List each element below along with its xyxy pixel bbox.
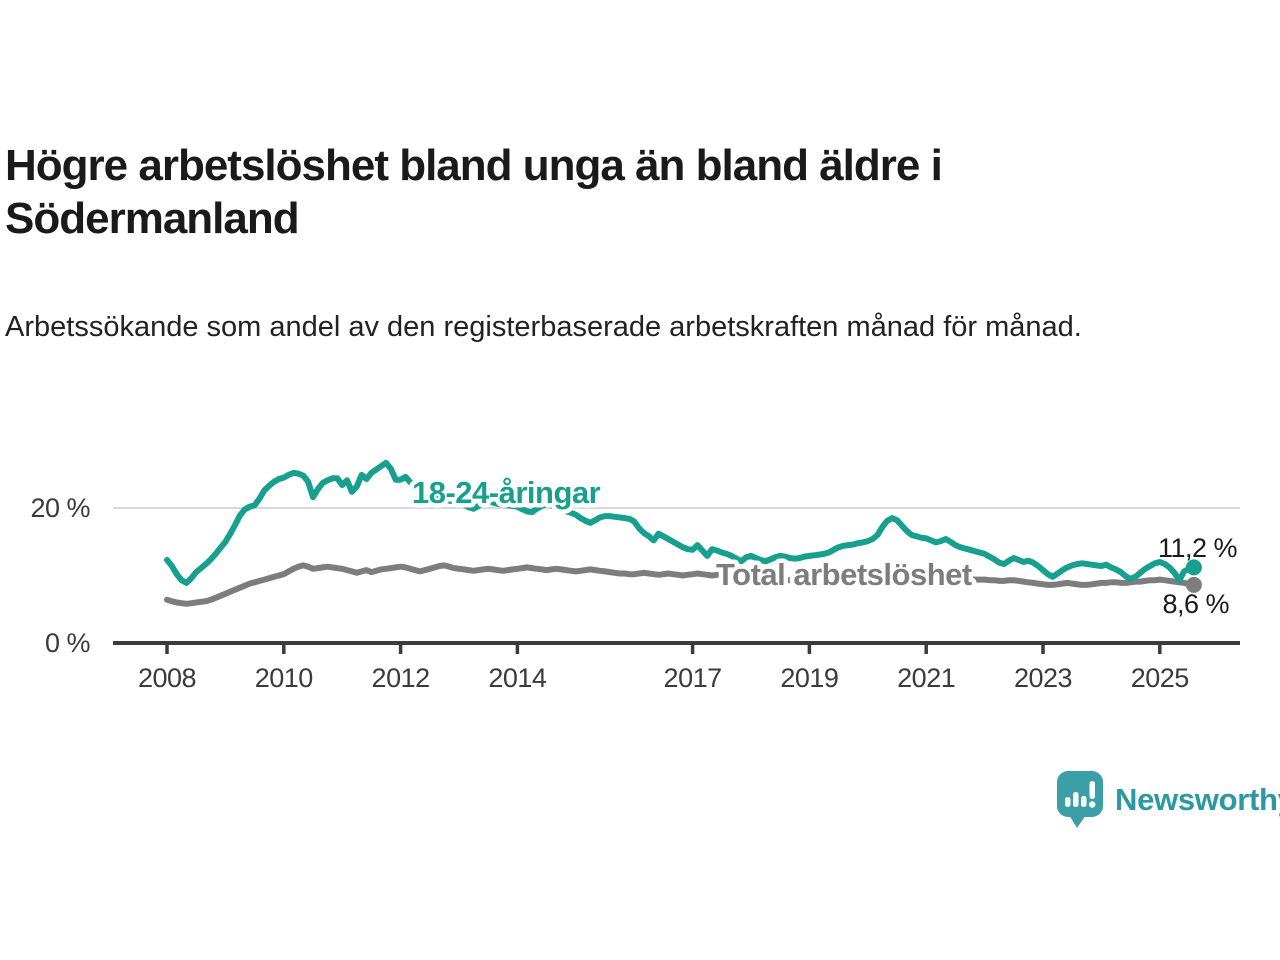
svg-text:2021: 2021 (897, 663, 955, 693)
logo-bubble (1057, 771, 1103, 817)
logo-exclamation-bar (1089, 781, 1095, 799)
label-layer: 18-24-åringar Total arbetslöshet 11,2 % … (408, 471, 1238, 620)
newsworthy-logo: Newsworthy (1056, 770, 1280, 830)
svg-text:2017: 2017 (664, 663, 722, 693)
svg-text:2012: 2012 (372, 663, 430, 693)
logo-bar-1 (1065, 797, 1071, 807)
logo-exclamation-dot (1089, 801, 1096, 808)
svg-text:2008: 2008 (138, 663, 196, 693)
svg-text:0 %: 0 % (45, 628, 91, 658)
svg-text:2014: 2014 (488, 663, 547, 693)
end-value-youth: 11,2 % (1158, 533, 1238, 563)
chart-subtitle: Arbetssökande som andel av den registerb… (5, 311, 1082, 343)
logo-bubble-tail (1069, 815, 1086, 828)
line-chart: 20 % 0 % 18-24-åringar Total arbetslöshet… (0, 440, 1280, 710)
svg-text:2010: 2010 (255, 663, 313, 693)
series-layer (164, 459, 1202, 607)
svg-text:2023: 2023 (1014, 663, 1072, 693)
series-label-total: Total arbetslöshet (716, 557, 972, 592)
svg-text:2025: 2025 (1131, 663, 1189, 693)
brand-name: Newsworthy (1115, 782, 1280, 817)
series-label-youth: 18-24-åringar (412, 475, 601, 510)
logo-bar-2 (1073, 792, 1079, 807)
svg-text:20 %: 20 % (30, 493, 90, 523)
end-value-total: 8,6 % (1162, 589, 1229, 619)
logo-bar-3 (1081, 796, 1087, 807)
grid-layer: 20 % 0 % (30, 493, 1240, 658)
axis-layer: 2008 2010 2012 2014 2017 2019 2021 2023 2025 (113, 641, 1240, 693)
chart-canvas: 20 % 0 % 18-24-åringar Total arbetslöshet… (30, 459, 1240, 693)
chart-title: Högre arbetslöshet bland unga än bland ä… (5, 141, 943, 243)
svg-text:2019: 2019 (780, 663, 838, 693)
newsworthy-logo-icon (1057, 771, 1103, 828)
